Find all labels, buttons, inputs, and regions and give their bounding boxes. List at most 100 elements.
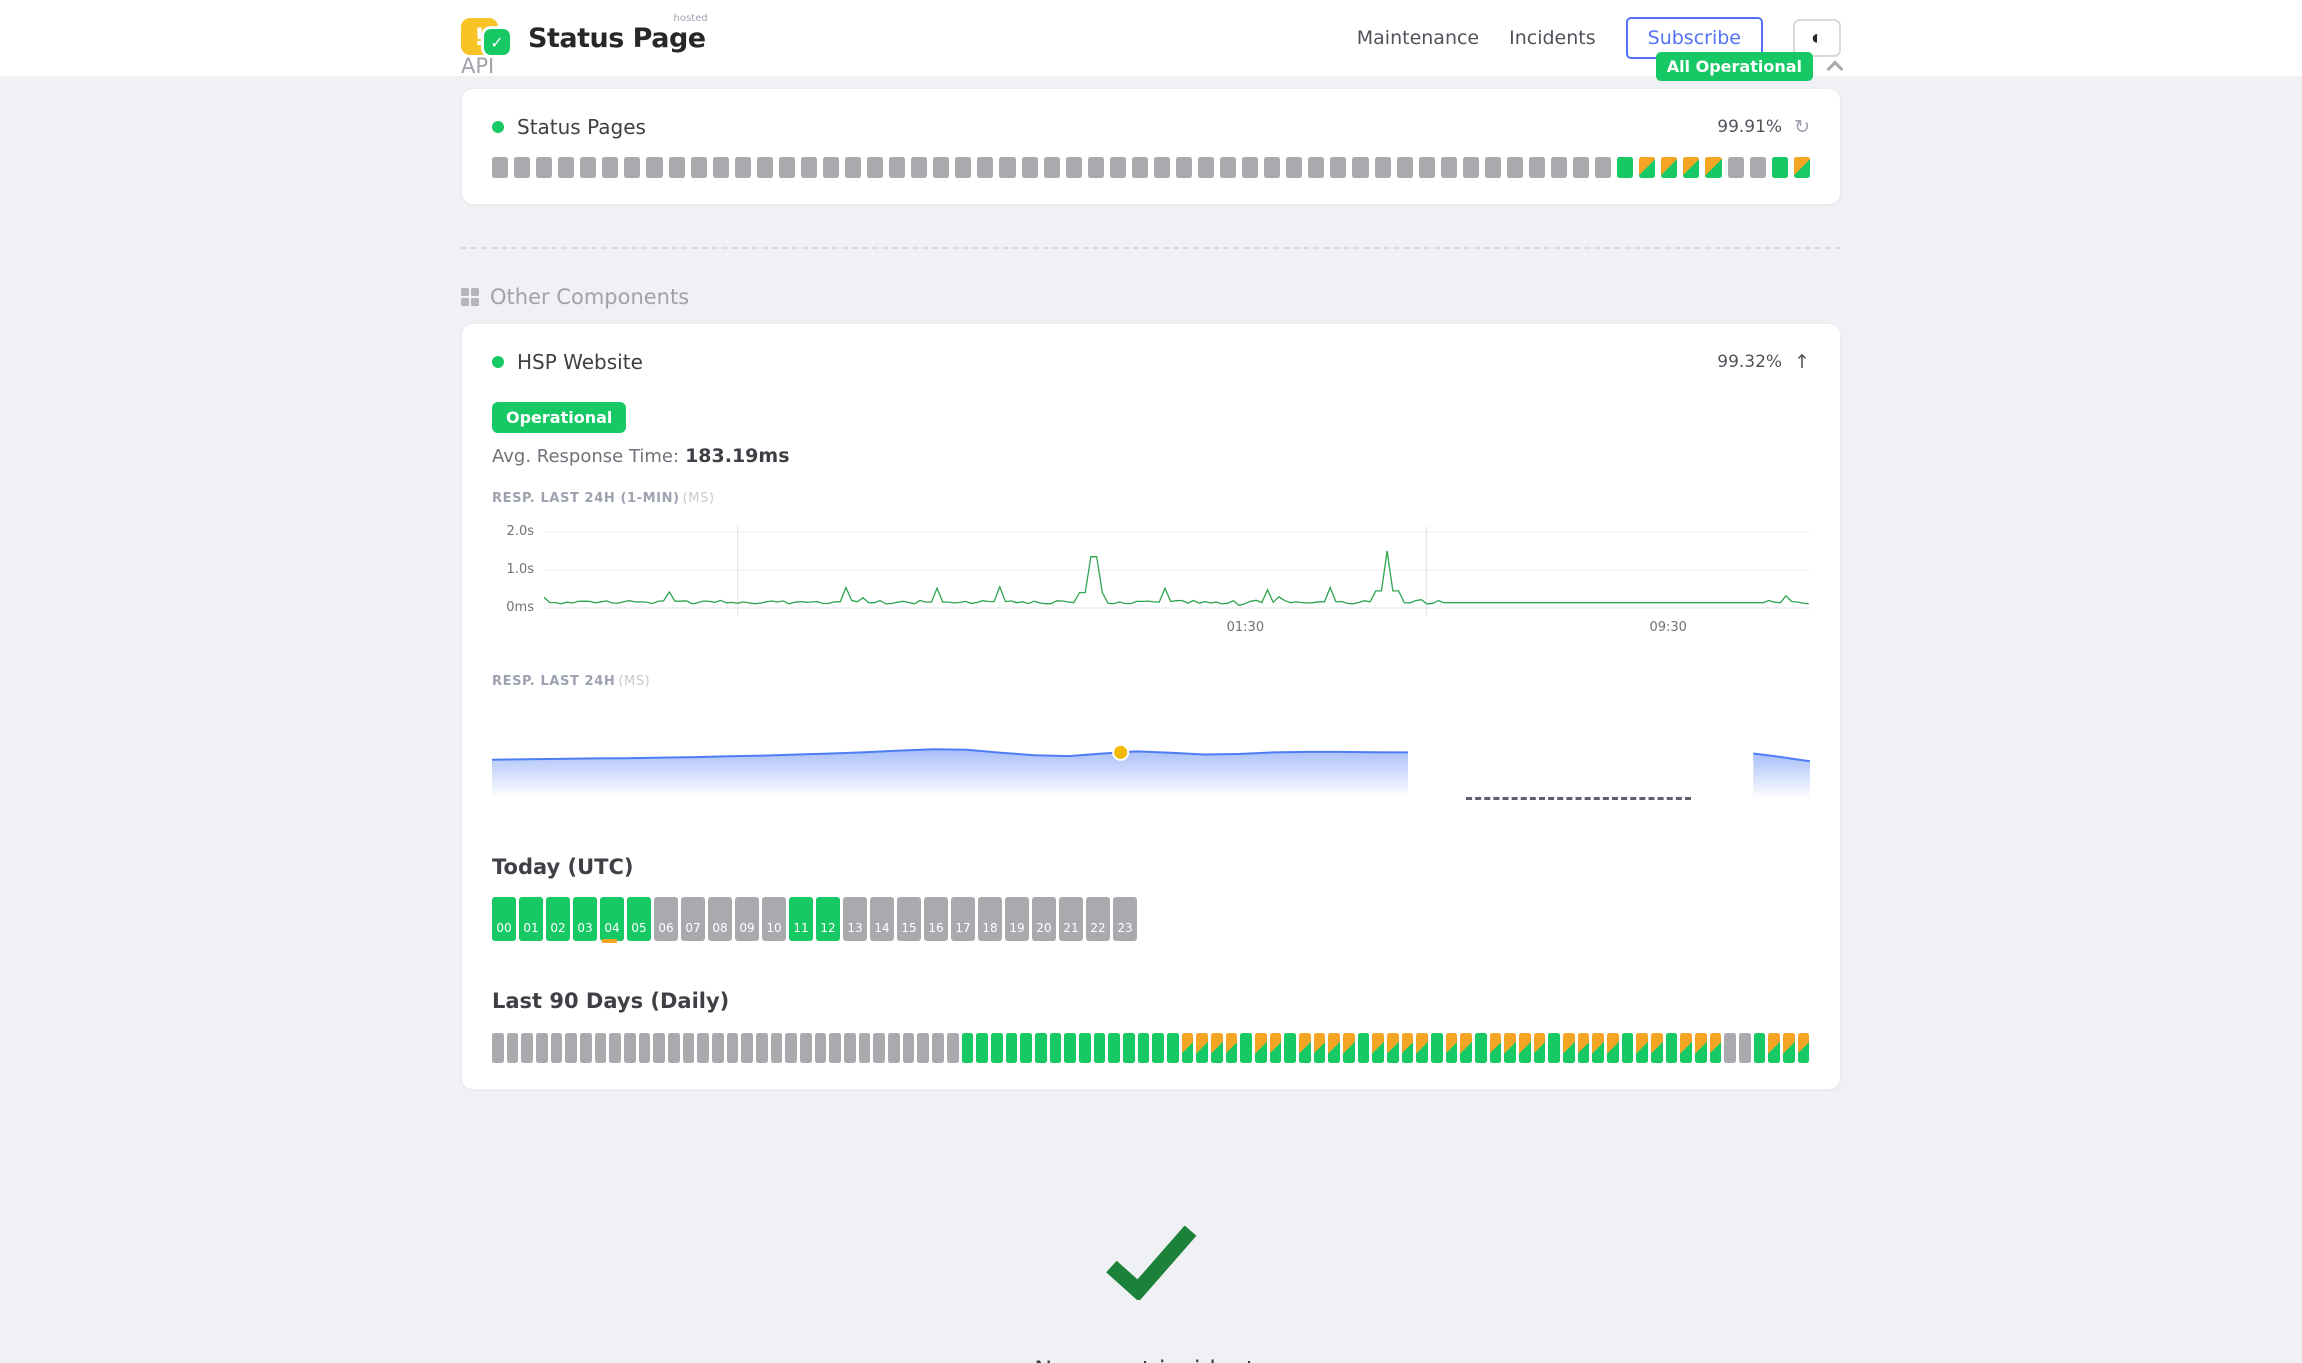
- daily-bar: [492, 1033, 504, 1063]
- uptime-bar: [867, 157, 884, 178]
- hour-block-16: 16: [924, 897, 948, 941]
- uptime-bar: [1330, 157, 1347, 178]
- daily-bar: [1225, 1033, 1238, 1063]
- uptime-bar: [845, 157, 862, 178]
- daily-bar: [1783, 1033, 1795, 1063]
- chart-y-axis: 2.0s 1.0s 0ms: [492, 520, 544, 640]
- uptime-bar: [1418, 157, 1435, 178]
- response-time-chart: 2.0s 1.0s 0ms 01:30 09:30: [492, 520, 1810, 640]
- hour-block-07: 07: [681, 897, 705, 941]
- uptime-bar: [822, 157, 839, 178]
- uptime-bar-row: [492, 157, 1810, 178]
- brand-name: Status Page hosted: [528, 12, 708, 54]
- no-incidents-section: No recent incidents To view all past inc…: [461, 1222, 1841, 1363]
- daily-bar: [1254, 1033, 1267, 1063]
- daily-bar: [712, 1033, 724, 1063]
- other-components-title: Other Components: [490, 285, 690, 309]
- daily-bar: [785, 1033, 798, 1063]
- daily-bar: [1342, 1033, 1355, 1063]
- hour-block-05: 05: [627, 897, 651, 941]
- uptime-bar: [712, 157, 729, 178]
- daily-bar: [1621, 1033, 1634, 1063]
- brand-logo[interactable]: ! ✓ Status Page hosted: [461, 12, 708, 60]
- uptime-bar: [1705, 157, 1722, 178]
- chart1-label: RESP. LAST 24H (1-MIN) (MS): [492, 491, 715, 506]
- uptime-bar: [1396, 157, 1413, 178]
- uptime-bar: [1661, 157, 1678, 178]
- uptime-bar: [1352, 157, 1369, 178]
- uptime-bar: [1749, 157, 1766, 178]
- brand-superscript: hosted: [673, 12, 708, 24]
- daily-bar: [1548, 1033, 1561, 1063]
- api-section-header: API All Operational: [461, 50, 1844, 82]
- daily-bar: [756, 1033, 768, 1063]
- uptime-bar: [602, 157, 619, 178]
- chart2-label: RESP. LAST 24H (MS): [492, 674, 651, 689]
- status-dot: [492, 121, 504, 133]
- uptime-bar: [1462, 157, 1479, 178]
- daily-bar: [1475, 1033, 1487, 1063]
- no-incidents-title: No recent incidents: [461, 1356, 1841, 1363]
- uptime-bar: [1771, 157, 1788, 178]
- daily-bar: [1269, 1033, 1282, 1063]
- uptime-bar: [1264, 157, 1281, 178]
- daily-bar: [1284, 1033, 1296, 1063]
- daily-bar: [1709, 1033, 1722, 1063]
- response-overview-chart[interactable]: [492, 711, 1810, 817]
- hour-block-02: 02: [546, 897, 570, 941]
- uptime-bar: [1087, 157, 1104, 178]
- daily-bar: [1328, 1033, 1340, 1063]
- uptime-bar: [1793, 157, 1810, 178]
- uptime-bar: [580, 157, 597, 178]
- daily-bar: [1724, 1033, 1737, 1063]
- daily-bar: [1401, 1033, 1414, 1063]
- hour-block-11: 11: [789, 897, 813, 941]
- hour-block-22: 22: [1086, 897, 1110, 941]
- uptime-percentage: 99.32%: [1717, 352, 1783, 372]
- daily-bar: [1563, 1033, 1575, 1063]
- daily-bar: [1034, 1033, 1047, 1063]
- theme-toggle-button[interactable]: ◐: [1793, 19, 1841, 57]
- uptime-bar: [1573, 157, 1590, 178]
- api-section-title: API: [461, 54, 495, 78]
- daily-bar: [609, 1033, 622, 1063]
- nav-maintenance[interactable]: Maintenance: [1356, 27, 1480, 49]
- overall-status-badge: All Operational: [1655, 51, 1813, 81]
- uptime-bar: [668, 157, 685, 178]
- refresh-icon[interactable]: ↻: [1794, 115, 1810, 138]
- daily-bar: [844, 1033, 856, 1063]
- hour-block-20: 20: [1032, 897, 1056, 941]
- avg-response-label: Avg. Response Time:: [492, 446, 680, 467]
- uptime-bar: [1617, 157, 1634, 178]
- y-axis-label: 2.0s: [506, 524, 534, 539]
- daily-bar: [1064, 1033, 1076, 1063]
- uptime-bar: [1374, 157, 1391, 178]
- daily-bar: [1005, 1033, 1018, 1063]
- daily-bar: [1445, 1033, 1458, 1063]
- daily-bar: [814, 1033, 827, 1063]
- uptime-bar: [624, 157, 641, 178]
- daily-bar: [770, 1033, 783, 1063]
- daily-bar: [638, 1033, 651, 1063]
- uptime-bar: [778, 157, 795, 178]
- uptime-percentage: 99.91%: [1717, 117, 1783, 137]
- x-axis-label: 01:30: [1226, 620, 1265, 635]
- daily-bar: [1489, 1033, 1502, 1063]
- no-data-dashed-line: [1466, 797, 1692, 800]
- daily-bar: [1152, 1033, 1164, 1063]
- arrow-up-icon[interactable]: ↑: [1794, 350, 1810, 373]
- daily-bar: [682, 1033, 695, 1063]
- daily-bar: [888, 1033, 900, 1063]
- check-icon: ✓: [484, 29, 510, 55]
- uptime-bar: [1727, 157, 1744, 178]
- hour-block-06: 06: [654, 897, 678, 941]
- chevron-up-icon[interactable]: [1826, 60, 1844, 77]
- hour-block-19: 19: [1005, 897, 1029, 941]
- status-dot: [492, 356, 504, 368]
- daily-bar: [1504, 1033, 1517, 1063]
- daily-bar: [800, 1033, 812, 1063]
- hour-block-01: 01: [519, 897, 543, 941]
- nav-incidents[interactable]: Incidents: [1509, 27, 1596, 49]
- daily-bar: [1049, 1033, 1062, 1063]
- daily-bar: [1416, 1033, 1428, 1063]
